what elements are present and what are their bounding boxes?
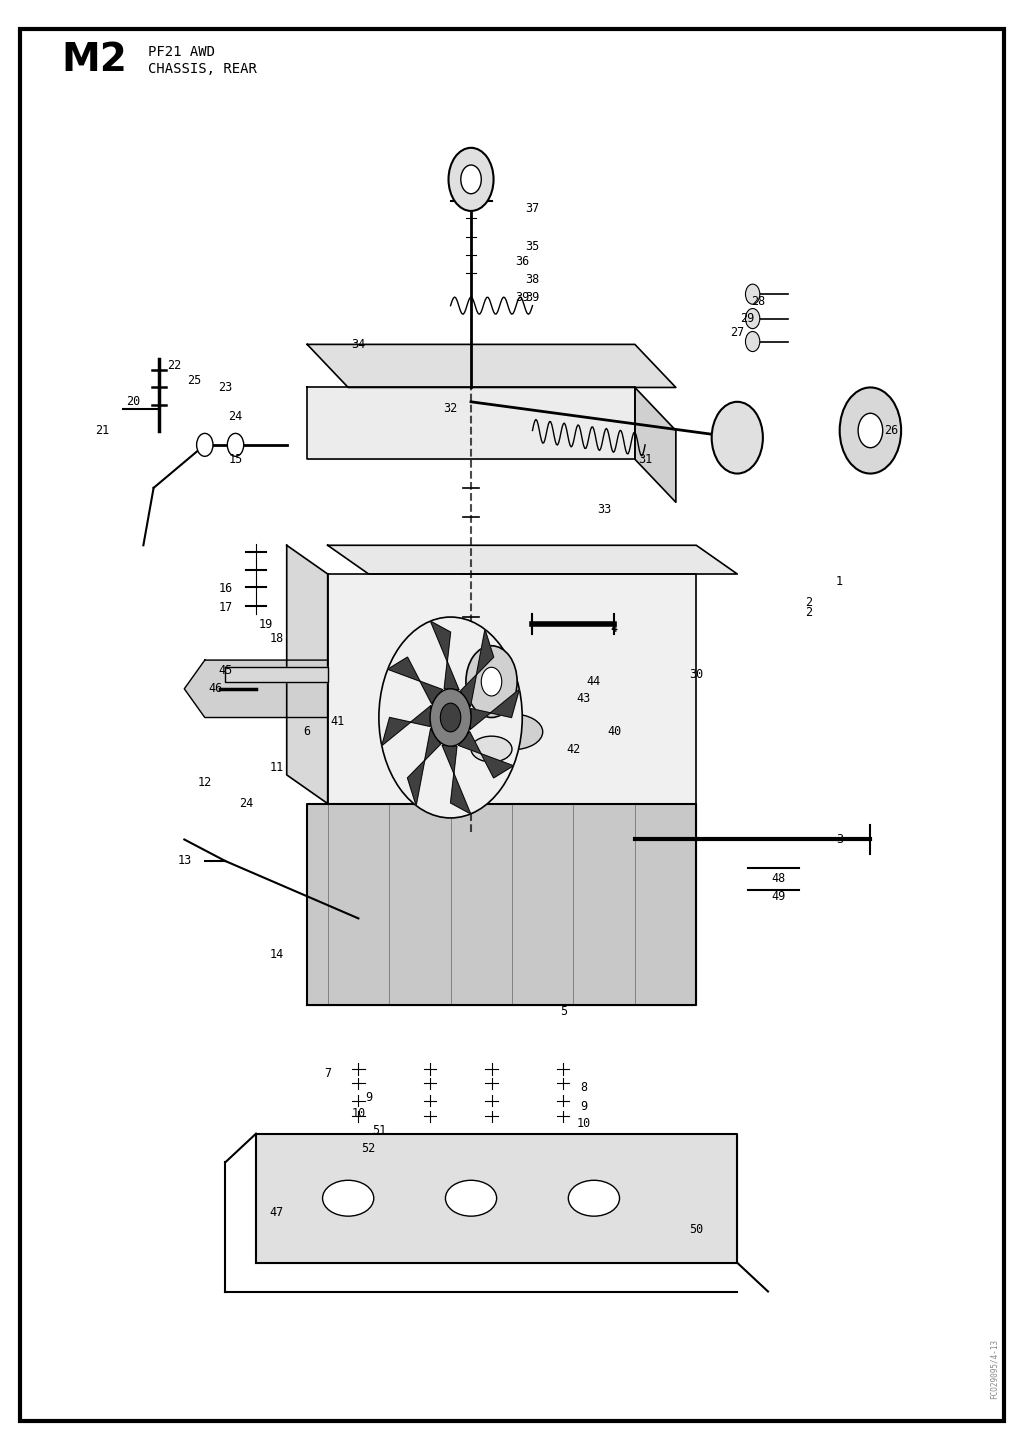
Circle shape — [840, 387, 901, 474]
Text: 44: 44 — [587, 674, 601, 689]
Text: 26: 26 — [884, 423, 898, 438]
Text: 25: 25 — [187, 373, 202, 387]
Circle shape — [440, 703, 461, 732]
Text: 34: 34 — [351, 337, 366, 352]
Ellipse shape — [445, 1180, 497, 1217]
Polygon shape — [459, 732, 513, 778]
Text: 8: 8 — [581, 1081, 587, 1095]
Text: 21: 21 — [95, 423, 110, 438]
Text: 48: 48 — [771, 871, 785, 885]
Text: FCO29095/4-13: FCO29095/4-13 — [989, 1339, 998, 1399]
Circle shape — [712, 402, 763, 474]
Text: PF21 AWD: PF21 AWD — [148, 44, 215, 59]
Text: 17: 17 — [218, 600, 232, 614]
Text: 35: 35 — [525, 240, 540, 254]
Text: 47: 47 — [269, 1205, 284, 1220]
Circle shape — [461, 165, 481, 194]
Text: 31: 31 — [638, 452, 652, 466]
Text: 1: 1 — [837, 574, 843, 588]
Text: 23: 23 — [218, 380, 232, 395]
Text: 18: 18 — [269, 631, 284, 646]
Text: 38: 38 — [525, 273, 540, 287]
Text: 2: 2 — [806, 606, 812, 620]
Circle shape — [227, 433, 244, 456]
Polygon shape — [382, 706, 431, 746]
Text: 40: 40 — [607, 725, 622, 739]
Text: 52: 52 — [361, 1141, 376, 1155]
Polygon shape — [408, 729, 440, 805]
Text: M2: M2 — [61, 42, 127, 79]
Ellipse shape — [471, 736, 512, 762]
Text: 51: 51 — [372, 1124, 386, 1138]
Text: 10: 10 — [351, 1106, 366, 1121]
Text: 15: 15 — [228, 452, 243, 466]
Text: 27: 27 — [730, 326, 744, 340]
Text: 33: 33 — [597, 502, 611, 517]
Text: 20: 20 — [126, 395, 140, 409]
Text: 19: 19 — [259, 617, 273, 631]
Text: 49: 49 — [771, 890, 785, 904]
Text: 39: 39 — [515, 290, 529, 304]
Ellipse shape — [568, 1180, 620, 1217]
Polygon shape — [287, 545, 328, 804]
Circle shape — [745, 309, 760, 329]
Text: 10: 10 — [577, 1116, 591, 1131]
Text: 7: 7 — [325, 1066, 331, 1081]
Polygon shape — [461, 630, 494, 706]
Circle shape — [745, 331, 760, 352]
Polygon shape — [388, 657, 442, 703]
Polygon shape — [307, 804, 696, 1004]
Text: 4: 4 — [611, 621, 617, 636]
Circle shape — [379, 617, 522, 818]
Text: 2: 2 — [806, 596, 812, 610]
Polygon shape — [430, 621, 459, 690]
Polygon shape — [225, 667, 328, 682]
Text: 46: 46 — [208, 682, 222, 696]
Text: 29: 29 — [740, 311, 755, 326]
Polygon shape — [635, 387, 676, 502]
Text: 14: 14 — [269, 947, 284, 961]
Polygon shape — [328, 545, 737, 574]
Polygon shape — [442, 745, 471, 814]
Text: 12: 12 — [198, 775, 212, 789]
Circle shape — [197, 433, 213, 456]
Text: 11: 11 — [269, 761, 284, 775]
Text: 16: 16 — [218, 581, 232, 596]
Circle shape — [481, 667, 502, 696]
Polygon shape — [184, 660, 328, 718]
Circle shape — [466, 646, 517, 718]
Text: 13: 13 — [177, 854, 191, 868]
Text: 42: 42 — [566, 742, 581, 756]
Text: 50: 50 — [689, 1223, 703, 1237]
Ellipse shape — [481, 713, 543, 749]
Text: 9: 9 — [366, 1091, 372, 1105]
Text: 9: 9 — [581, 1099, 587, 1114]
Text: 5: 5 — [560, 1004, 566, 1019]
Ellipse shape — [323, 1180, 374, 1217]
Polygon shape — [307, 344, 676, 387]
Polygon shape — [470, 689, 519, 729]
Text: 39: 39 — [525, 290, 540, 304]
Text: 37: 37 — [525, 201, 540, 215]
Text: 22: 22 — [167, 359, 181, 373]
Text: 41: 41 — [331, 715, 345, 729]
Text: 43: 43 — [577, 692, 591, 706]
Circle shape — [858, 413, 883, 448]
Text: 24: 24 — [239, 796, 253, 811]
Text: CHASSIS, REAR: CHASSIS, REAR — [148, 62, 257, 76]
Polygon shape — [307, 387, 635, 459]
Circle shape — [449, 148, 494, 211]
Circle shape — [430, 689, 471, 746]
Circle shape — [745, 284, 760, 304]
Text: 30: 30 — [689, 667, 703, 682]
Text: 3: 3 — [837, 832, 843, 847]
Text: 32: 32 — [443, 402, 458, 416]
Text: 24: 24 — [228, 409, 243, 423]
Text: 28: 28 — [751, 294, 765, 309]
Text: 36: 36 — [515, 254, 529, 268]
Polygon shape — [256, 1134, 737, 1263]
Text: 6: 6 — [304, 725, 310, 739]
Text: 45: 45 — [218, 663, 232, 677]
Polygon shape — [328, 574, 696, 804]
